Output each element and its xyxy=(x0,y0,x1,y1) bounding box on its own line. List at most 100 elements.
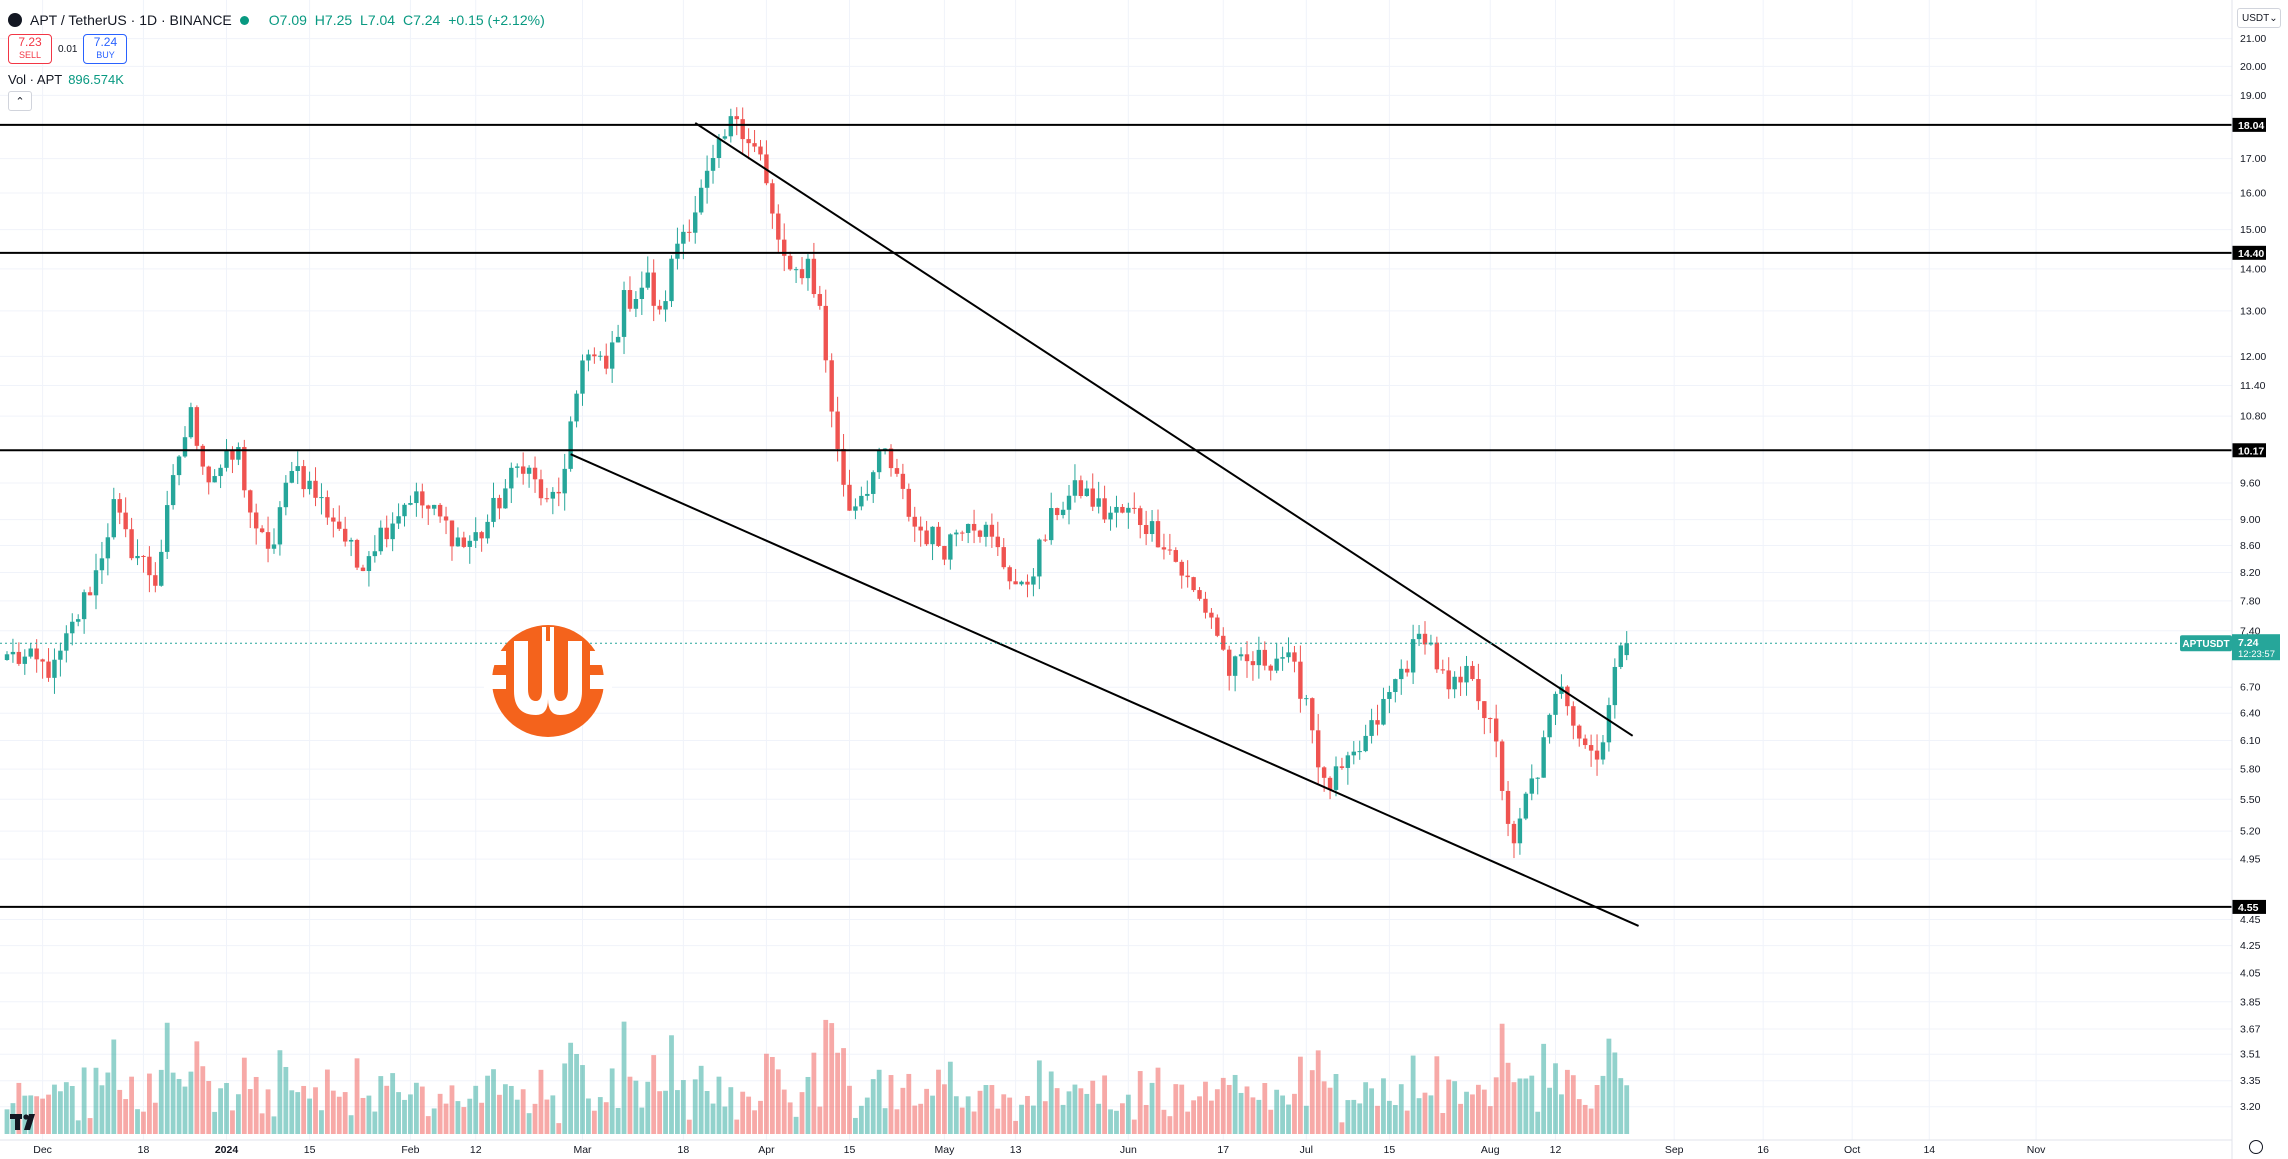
candle-body xyxy=(485,521,490,539)
volume-legend[interactable]: Vol · APT 896.574K xyxy=(8,72,124,87)
volume-bar xyxy=(864,1097,870,1134)
chevron-up-icon: ⌃ xyxy=(15,95,25,108)
candle-body xyxy=(503,488,508,509)
volume-bar xyxy=(1505,1062,1511,1134)
time-tick-label: 15 xyxy=(1384,1144,1396,1156)
collapse-legend-button[interactable]: ⌃ xyxy=(8,91,32,111)
candle-body xyxy=(817,294,823,306)
volume-bar xyxy=(1523,1078,1529,1134)
market-status-dot-icon xyxy=(239,15,249,25)
volume-bar xyxy=(206,1081,212,1134)
candle-body xyxy=(568,421,573,469)
time-tick-label: Oct xyxy=(1844,1144,1860,1156)
volume-bar xyxy=(1464,1091,1469,1134)
candle-body xyxy=(22,656,27,664)
volume-bar xyxy=(971,1111,977,1134)
volume-bar xyxy=(123,1099,129,1134)
volume-bar xyxy=(1576,1099,1582,1134)
candle-body xyxy=(1511,823,1517,844)
candle-body xyxy=(1327,777,1333,790)
candle-body xyxy=(182,437,188,457)
candle-body xyxy=(1262,649,1267,666)
candle-body xyxy=(871,472,876,494)
trendline-upper[interactable] xyxy=(694,122,1634,737)
volume-bar xyxy=(1363,1082,1369,1134)
volume-bar xyxy=(1475,1084,1481,1134)
volume-bar xyxy=(443,1103,449,1134)
volume-bar xyxy=(1618,1078,1624,1134)
watermark-logo xyxy=(484,625,612,737)
candle-body xyxy=(515,466,520,468)
candle-body xyxy=(663,301,668,310)
candle-body xyxy=(289,470,294,483)
candle-body xyxy=(615,336,621,343)
level-price-label: 4.55 xyxy=(2238,902,2259,914)
settings-gear-icon[interactable] xyxy=(2249,1140,2263,1154)
volume-bar xyxy=(479,1102,485,1134)
volume-bar xyxy=(230,1110,235,1134)
volume-bar xyxy=(366,1095,372,1134)
candle-body xyxy=(1167,549,1173,551)
candle-body xyxy=(1179,561,1184,576)
candle-body xyxy=(1446,670,1451,690)
candle-body xyxy=(562,468,567,494)
price-tick-label: 6.70 xyxy=(2240,682,2261,694)
volume-bar xyxy=(1250,1097,1256,1134)
candle-body xyxy=(1363,735,1368,752)
spread-value: 0.01 xyxy=(58,43,78,55)
candle-body xyxy=(847,484,852,511)
volume-bar xyxy=(425,1116,431,1134)
symbol-title[interactable]: APT / TetherUS · 1D · BINANCE xyxy=(30,12,232,28)
candle-body xyxy=(384,527,389,540)
candle-body xyxy=(1114,506,1119,513)
volume-bar xyxy=(752,1110,757,1134)
sell-button[interactable]: 7.23 SELL xyxy=(8,34,52,64)
candle-body xyxy=(360,567,366,572)
candle-body xyxy=(170,475,176,506)
candle-body xyxy=(544,498,550,500)
currency-selector[interactable]: USDT ⌄ xyxy=(2237,8,2281,28)
candle-body xyxy=(1274,658,1279,671)
price-tick-label: 3.20 xyxy=(2240,1101,2261,1113)
horizontal-levels[interactable]: 18.04 14.40 10.17 4.55 xyxy=(0,117,2266,914)
volume-bar xyxy=(1458,1103,1463,1134)
volume-bars xyxy=(4,1019,1630,1134)
price-axis[interactable]: 21.00 20.00 19.00 17.00 16.00 15.00 14.00 13.00… xyxy=(2231,0,2266,1159)
candle-body xyxy=(147,556,152,576)
volume-bar xyxy=(307,1098,312,1134)
volume-bar xyxy=(57,1091,63,1134)
volume-bar xyxy=(764,1053,769,1134)
volume-bar xyxy=(989,1085,995,1134)
volume-bar xyxy=(1238,1092,1244,1134)
candle-body xyxy=(1618,645,1623,667)
price-tick-label: 20.00 xyxy=(2240,61,2266,73)
volume-bar xyxy=(829,1023,835,1134)
buy-button[interactable]: 7.24 BUY xyxy=(83,34,128,64)
volume-bar xyxy=(170,1072,176,1134)
candle-body xyxy=(1393,679,1398,693)
volume-bar xyxy=(34,1096,40,1134)
candle-body xyxy=(604,355,609,369)
candle-body xyxy=(1191,577,1196,591)
tradingview-logo-icon[interactable] xyxy=(10,1112,40,1132)
time-tick-label: 13 xyxy=(1010,1144,1022,1156)
candle-body xyxy=(1541,737,1546,778)
volume-bar xyxy=(965,1096,971,1134)
volume-bar xyxy=(1511,1082,1517,1134)
candle-body xyxy=(853,506,858,511)
time-tick-label: 12 xyxy=(470,1144,482,1156)
volume-bar xyxy=(1481,1089,1487,1134)
volume-bar xyxy=(823,1019,829,1134)
candle-body xyxy=(734,116,739,120)
time-tick-label: 15 xyxy=(844,1144,856,1156)
trendline-lower[interactable] xyxy=(570,453,1639,927)
trendlines[interactable] xyxy=(570,122,1639,927)
candle-body xyxy=(1203,598,1208,613)
volume-bar xyxy=(408,1094,413,1134)
time-axis[interactable]: Dec 18 2024 15 Feb 12 Mar 18 Apr 15 May 13 Jun 17 Jul 1… xyxy=(0,1139,2232,1156)
candle-body xyxy=(301,466,306,490)
candle-body xyxy=(390,523,395,540)
volume-bar xyxy=(235,1094,241,1134)
candle-body xyxy=(307,480,312,490)
